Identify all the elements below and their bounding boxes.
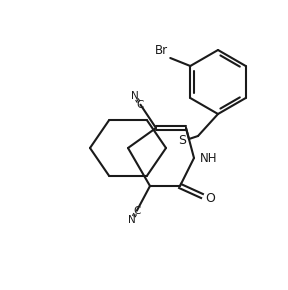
Text: Br: Br: [155, 44, 168, 57]
Text: C: C: [137, 100, 144, 110]
Text: NH: NH: [200, 153, 217, 166]
Text: C: C: [133, 206, 141, 216]
Text: O: O: [205, 191, 215, 204]
Text: N: N: [131, 91, 139, 101]
Text: S: S: [178, 133, 186, 146]
Text: N: N: [128, 215, 136, 224]
